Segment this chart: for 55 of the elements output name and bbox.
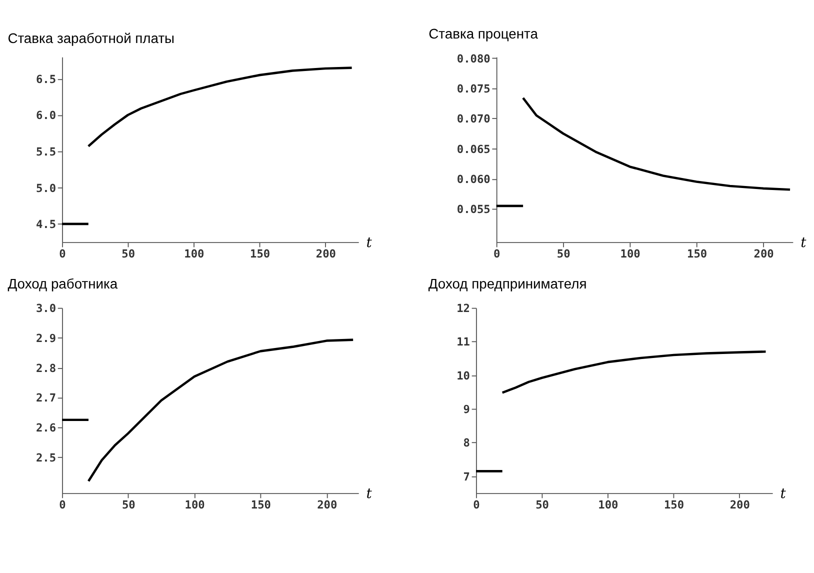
line-series <box>87 338 354 482</box>
y-tick-label: 8 <box>463 436 470 450</box>
line-series <box>87 66 353 148</box>
line-series <box>501 350 767 394</box>
x-tick-label: 200 <box>316 247 336 260</box>
y-tick-label: 0.070 <box>456 112 491 126</box>
y-tick-label: 2.8 <box>36 362 56 375</box>
y-tick-label: 5.0 <box>36 182 56 195</box>
y-tick-label: 0.080 <box>456 52 491 66</box>
x-axis-title: t <box>800 235 807 252</box>
y-tick-label: 4.5 <box>36 218 56 232</box>
x-tick-label: 150 <box>250 247 270 260</box>
y-tick-label: 9 <box>463 403 470 416</box>
x-tick-label: 50 <box>536 498 550 512</box>
y-tick-label: 0.065 <box>456 142 490 156</box>
x-tick-label: 0 <box>59 498 66 512</box>
y-tick-label: 11 <box>456 336 470 349</box>
x-tick-label: 0 <box>473 498 480 512</box>
x-tick-label: 200 <box>730 498 750 512</box>
y-tick-label: 2.7 <box>36 392 56 405</box>
x-tick-label: 200 <box>754 247 774 260</box>
x-tick-label: 150 <box>687 247 708 260</box>
y-tick-label: 3.0 <box>36 302 56 316</box>
x-tick-label: 0 <box>59 247 66 260</box>
y-tick-label: 2.5 <box>36 451 56 464</box>
x-tick-label: 100 <box>620 247 641 260</box>
x-axis-title: t <box>366 235 372 252</box>
y-tick-label: 0.055 <box>456 203 490 216</box>
x-tick-label: 150 <box>250 498 272 512</box>
y-tick-label: 5.5 <box>36 145 56 158</box>
y-tick-label: 7 <box>463 470 470 484</box>
x-tick-label: 100 <box>184 498 206 512</box>
chart-title: Доход работника <box>8 275 118 292</box>
y-tick-label: 2.6 <box>36 422 56 435</box>
x-tick-label: 50 <box>122 247 136 260</box>
y-tick-label: 10 <box>456 369 470 382</box>
y-tick-label: 6.0 <box>36 109 56 122</box>
y-tick-label: 0.075 <box>456 82 490 96</box>
chart-title: Доход предпринимателя <box>428 275 587 292</box>
chart-title: Ставка заработной платы <box>8 30 175 46</box>
y-tick-label: 0.060 <box>456 172 491 186</box>
y-tick-label: 12 <box>456 302 470 316</box>
x-tick-label: 150 <box>664 498 684 512</box>
x-tick-label: 0 <box>493 247 500 260</box>
x-tick-label: 200 <box>317 498 338 512</box>
x-tick-label: 100 <box>184 247 205 260</box>
x-tick-label: 100 <box>598 498 618 512</box>
x-tick-label: 50 <box>556 247 571 260</box>
line-series <box>522 96 792 191</box>
x-tick-label: 50 <box>122 498 136 512</box>
chart-title: Ставка процента <box>428 26 538 42</box>
y-tick-label: 2.9 <box>36 332 56 345</box>
y-tick-label: 6.5 <box>36 72 56 86</box>
x-axis-title: t <box>366 486 372 502</box>
x-axis-title: t <box>780 486 786 502</box>
